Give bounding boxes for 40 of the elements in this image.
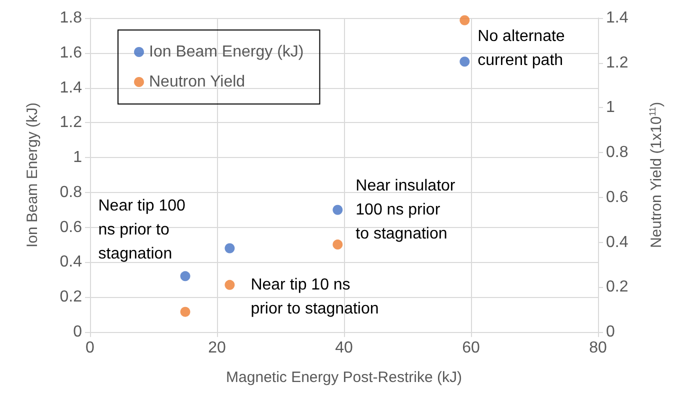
annotation: Near tip 100 ns prior to stagnation (98, 198, 186, 263)
y-tick-label: 1.4 (60, 79, 82, 96)
point (180, 271, 190, 282)
y2-tick-label: 1 (606, 99, 615, 116)
y-tick-label: 1 (73, 149, 82, 166)
x-tick-label: 0 (86, 340, 95, 356)
y-tick-label: 1.2 (60, 114, 82, 132)
y2-tick-label: 1.4 (606, 10, 628, 26)
y-tick-label: 0.2 (60, 288, 82, 306)
y-axis-title: Ion Beam Energy (kJ) (24, 102, 41, 248)
annotation: Near tip 10 ns prior to stagnation (250, 276, 379, 318)
y-tick-label: 1.6 (60, 44, 82, 62)
legend-label: Neutron Yield (149, 74, 246, 90)
point (224, 243, 235, 254)
annotation: Near insulator 100 ns prior to stagnation (356, 177, 456, 242)
point (180, 306, 190, 317)
x-tick-label: 80 (589, 340, 607, 356)
x-tick-label: 20 (208, 340, 226, 356)
y-tick-label: 1.8 (60, 10, 82, 26)
point (332, 240, 343, 250)
x-axis-title: Magnetic Energy Post-Restrike (kJ) (226, 369, 462, 386)
y2-axis-title: Neutron Yield (1x1011) (648, 102, 665, 248)
y-tick-label: 0 (73, 324, 82, 340)
y2-tick-label: 0.4 (606, 234, 628, 251)
point (460, 15, 470, 26)
y2-tick-label: 0.8 (606, 144, 628, 162)
legend-label: Ion Beam Energy (kJ) (149, 44, 304, 60)
y2-tick-label: 0 (606, 324, 615, 340)
y-tick-label: 0.4 (60, 254, 82, 271)
y-tick-label: 0.8 (60, 184, 82, 201)
point (224, 280, 235, 290)
y2-tick-label: 1.2 (606, 54, 628, 72)
x-tick-label: 60 (462, 340, 480, 356)
point (332, 204, 343, 215)
y2-tick-label: 0.6 (606, 188, 628, 206)
point (460, 56, 470, 67)
annotation: No alternate current path (478, 28, 565, 70)
y2-tick-label: 0.2 (606, 278, 628, 296)
x-tick-label: 40 (335, 340, 353, 356)
y-tick-label: 0.6 (60, 218, 82, 236)
